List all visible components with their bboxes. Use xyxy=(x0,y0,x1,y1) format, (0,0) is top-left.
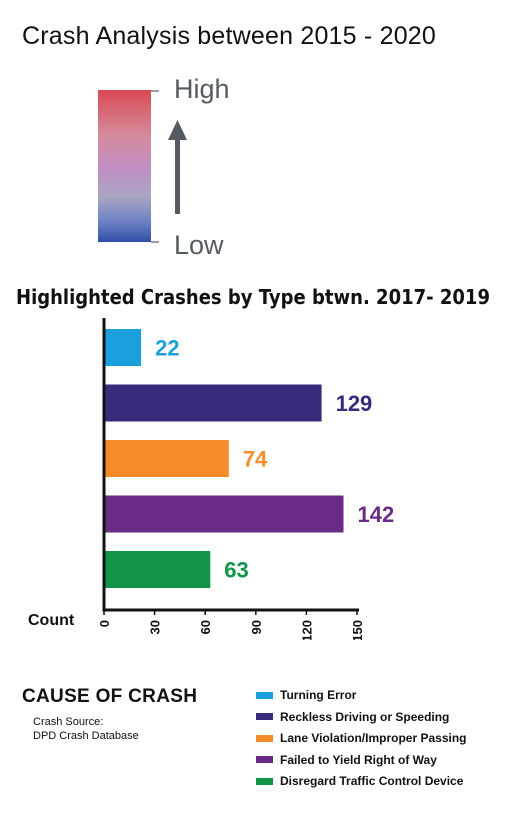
bar-4 xyxy=(104,551,211,588)
main-title: Crash Analysis between 2015 - 2020 xyxy=(22,22,437,50)
bar-value-label-3: 142 xyxy=(358,502,395,527)
x-axis-label: Count xyxy=(28,612,75,629)
bar-value-label-4: 63 xyxy=(224,558,248,583)
scale-low-label: Low xyxy=(174,230,224,260)
legend-label-0: Turning Error xyxy=(280,688,357,702)
legend-item-3: Failed to Yield Right of Way xyxy=(256,752,437,768)
bar-1 xyxy=(104,384,322,422)
chart-title: Highlighted Crashes by Type btwn. 2017- … xyxy=(16,285,490,309)
legend-label-3: Failed to Yield Right of Way xyxy=(280,752,437,767)
legend-swatch-1 xyxy=(256,713,273,720)
legend-item-4: Disregard Traffic Control Device xyxy=(256,773,463,789)
bar-3 xyxy=(104,495,344,533)
x-tick-label-3: 90 xyxy=(249,620,264,634)
legend-label-4: Disregard Traffic Control Device xyxy=(280,774,464,788)
bar-value-label-2: 74 xyxy=(243,447,268,472)
bar-value-label-0: 22 xyxy=(155,336,179,361)
scale-tick-high xyxy=(151,90,159,92)
x-tick-label-1: 30 xyxy=(148,620,163,634)
legend-label-1: Reckless Driving or Speeding xyxy=(280,709,450,724)
legend-item-1: Reckless Driving or Speeding xyxy=(256,709,449,725)
legend-swatch-4 xyxy=(256,777,273,785)
legend-item-2: Lane Violation/Improper Passing xyxy=(256,730,467,746)
legend-swatch-2 xyxy=(256,734,273,742)
legend-title: CAUSE OF CRASH xyxy=(22,686,198,707)
legend-item-0: Turning Error xyxy=(256,687,356,703)
x-tick-label-5: 150 xyxy=(350,620,365,640)
bar-value-label-1: 129 xyxy=(336,391,373,416)
x-tick-label-0: 0 xyxy=(97,620,112,627)
bar-2 xyxy=(104,440,229,477)
color-scale-bar xyxy=(98,90,151,242)
legend-swatch-3 xyxy=(256,756,273,763)
arrow-up-icon xyxy=(168,120,187,214)
scale-high-label: High xyxy=(174,74,230,104)
bar-0 xyxy=(104,329,142,366)
legend-swatch-0 xyxy=(256,691,273,699)
source-line-1: Crash Source: xyxy=(33,716,104,728)
x-tick-label-2: 60 xyxy=(198,620,213,634)
scale-tick-low xyxy=(151,241,159,243)
source-line-2: DPD Crash Database xyxy=(33,730,139,742)
bar-chart: 22 129 74 142 63 0 30 60 90 120 150 xyxy=(97,318,395,640)
x-tick-label-4: 120 xyxy=(299,620,314,640)
legend-label-2: Lane Violation/Improper Passing xyxy=(280,731,467,745)
